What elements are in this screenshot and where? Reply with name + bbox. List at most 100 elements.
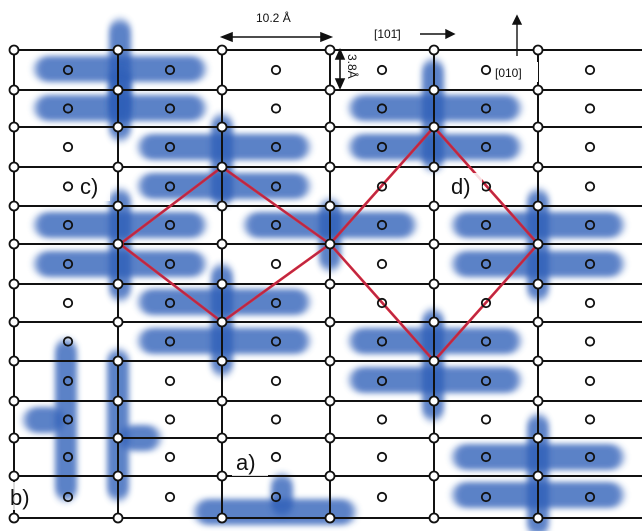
lattice-site	[216, 278, 228, 290]
cell-center-site	[584, 141, 596, 153]
lattice-site	[112, 84, 124, 96]
cell-center-site	[480, 141, 492, 153]
cell-center-site	[62, 414, 74, 425]
lattice-site	[324, 161, 336, 173]
lattice-site	[532, 200, 544, 212]
lattice-site	[428, 278, 440, 290]
lattice-site	[112, 512, 124, 524]
cell-center-site	[164, 414, 176, 425]
cell-center-site	[480, 258, 492, 270]
molecule-layer	[24, 20, 623, 531]
lattice-site	[112, 278, 124, 290]
lattice-site	[8, 512, 20, 524]
lattice-site	[216, 512, 228, 524]
cell-center-site	[62, 181, 74, 192]
cell-center-site	[62, 297, 74, 309]
cell-center-site	[164, 64, 176, 76]
lattice-site	[324, 395, 336, 407]
cell-center-site	[376, 375, 388, 387]
lattice-site	[8, 278, 20, 290]
lattice-site	[324, 200, 336, 212]
panel-label-bg-a	[232, 448, 268, 476]
lattice-site	[216, 84, 228, 96]
lattice-site	[532, 121, 544, 133]
cell-center-site	[480, 414, 492, 425]
cell-center-site	[480, 64, 492, 76]
cell-center-site	[164, 141, 176, 153]
lattice-site	[324, 432, 336, 444]
lattice-site	[428, 395, 440, 407]
panel-label-bg-c	[76, 173, 110, 201]
lattice-site	[428, 200, 440, 212]
lattice-site	[324, 278, 336, 290]
lattice-site	[428, 84, 440, 96]
lattice-site	[532, 44, 544, 56]
cell-center-site	[584, 64, 596, 76]
cell-center-site	[584, 491, 596, 503]
cell-center-site	[480, 491, 492, 503]
cell-center-site	[376, 336, 388, 347]
cell-center-site	[270, 451, 282, 463]
direction-up-label-box	[492, 62, 538, 82]
lattice-site	[324, 512, 336, 524]
lattice-site	[8, 238, 20, 250]
cell-center-site	[584, 297, 596, 309]
lattice-site	[532, 470, 544, 482]
cell-center-site	[376, 491, 388, 503]
lattice-site	[216, 44, 228, 56]
lattice-site	[532, 432, 544, 444]
lattice-site	[216, 238, 228, 250]
lattice-site	[8, 470, 20, 482]
cell-center-site	[376, 297, 388, 309]
direction-right-label: [101̄]	[374, 27, 401, 41]
lattice-site	[428, 121, 440, 133]
lattice-site	[216, 395, 228, 407]
cell-center-site	[480, 336, 492, 347]
lattice-site	[216, 161, 228, 173]
cell-center-site	[376, 141, 388, 153]
lattice-site	[112, 470, 124, 482]
lattice-site	[428, 355, 440, 367]
lattice-site	[324, 238, 336, 250]
cell-center-site	[164, 181, 176, 192]
cell-center-site	[164, 336, 176, 347]
cell-center-site	[270, 181, 282, 192]
cell-centers	[62, 64, 596, 503]
cell-center-site	[270, 336, 282, 347]
cell-center-site	[270, 103, 282, 114]
lattice-site	[112, 355, 124, 367]
lattice-site	[532, 84, 544, 96]
cell-center-site	[270, 297, 282, 309]
dim-horizontal-arrow	[219, 31, 334, 43]
molecule-horizontal	[24, 407, 64, 433]
lattice-site	[428, 470, 440, 482]
lattice-site	[216, 470, 228, 482]
lattice-site	[112, 200, 124, 212]
cell-center-site	[164, 103, 176, 114]
lattice-site	[324, 355, 336, 367]
cell-center-site	[584, 451, 596, 463]
lattice-site	[428, 316, 440, 328]
lattice-site	[428, 44, 440, 56]
panel-label-a: a)	[236, 450, 256, 475]
cell-center-site	[376, 181, 388, 192]
cell-center-site	[62, 219, 74, 231]
molecule-vertical	[271, 475, 293, 515]
cell-center-site	[376, 219, 388, 231]
cell-center-site	[376, 103, 388, 114]
cell-center-site	[270, 491, 282, 503]
lattice-site	[8, 121, 20, 133]
lattice-sites	[8, 44, 544, 524]
lattice-site	[8, 395, 20, 407]
lattice-site	[216, 200, 228, 212]
lattice-site	[532, 278, 544, 290]
lattice-site	[324, 316, 336, 328]
cell-center-site	[270, 141, 282, 153]
lattice-site	[532, 355, 544, 367]
lattice-site	[8, 355, 20, 367]
cell-center-site	[62, 375, 74, 387]
cell-center-site	[376, 258, 388, 270]
cell-center-site	[164, 258, 176, 270]
lattice-site	[8, 84, 20, 96]
